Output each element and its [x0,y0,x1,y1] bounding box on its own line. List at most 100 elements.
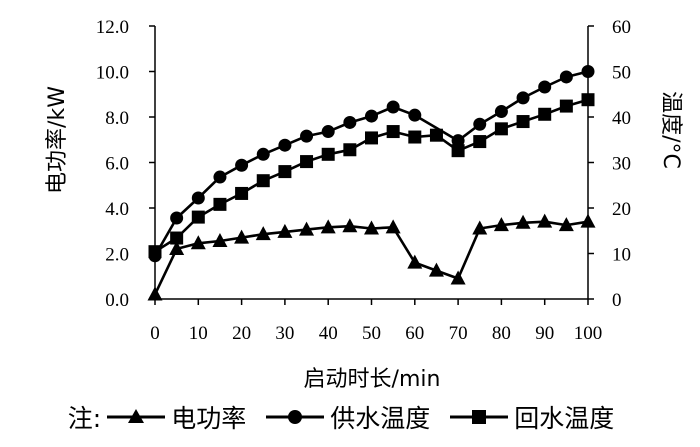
data-point-power [190,235,206,250]
data-point-supply-temp [365,109,378,123]
data-point-return-temp [256,174,270,188]
y-right-tick-label: 50 [612,63,631,84]
data-point-power [558,217,574,232]
data-point-power [234,229,250,244]
y-right-tick-label: 0 [612,290,622,311]
data-point-return-temp [494,122,508,136]
data-point-return-temp [581,93,595,107]
data-point-power [169,240,185,255]
data-point-supply-temp [256,147,270,161]
data-point-power [147,286,163,301]
y-left-tick-label: 4.0 [105,199,129,220]
data-point-return-temp [321,147,335,161]
legend-item-return-temp: 回水温度 [448,399,614,435]
x-tick-label: 10 [189,323,208,344]
data-point-supply-temp [278,138,292,152]
y-left-tick-label: 2.0 [105,245,129,266]
data-point-return-temp [473,135,487,149]
data-point-return-temp [300,155,314,169]
series-supply-temp [148,65,595,263]
data-point-return-temp [429,128,443,142]
data-point-power [537,213,553,228]
x-axis-title: 启动时长/min [304,367,441,392]
data-point-supply-temp [408,108,422,122]
y-left-tick-label: 8.0 [105,108,129,129]
data-point-power [342,218,358,233]
chart-legend: 注: 电功率 供水温度 回水温度 [0,395,700,439]
legend-label-return-temp: 回水温度 [514,404,615,433]
data-point-supply-temp [343,115,357,129]
data-point-power [515,214,531,229]
y-right-tick-label: 60 [612,17,631,38]
data-point-supply-temp [451,134,465,148]
series-power [147,213,596,301]
legend-item-supply-temp: 供水温度 [264,399,430,435]
data-point-return-temp [559,99,573,113]
data-point-supply-temp [581,65,595,78]
chart-canvas: 0.0 2.0 4.0 6.0 8.0 10.0 12.0 0 10 20 30 40 50 60 0 10 2… [45,17,683,392]
data-point-supply-temp [213,170,227,184]
series-return-temp [148,93,595,259]
data-point-power [364,220,379,235]
data-point-return-temp [235,186,249,200]
x-tick-label: 90 [535,323,554,344]
y-right-tick-label: 30 [612,154,631,175]
x-tick-label: 60 [405,323,424,344]
data-point-supply-temp [494,105,508,119]
y-left-tick-label: 0.0 [105,290,129,311]
data-point-return-temp [451,144,465,158]
data-point-return-temp [213,197,227,211]
data-point-power [472,220,488,235]
circle-marker-icon [266,410,325,424]
legend-item-power: 电功率 [105,399,246,435]
legend-label-supply-temp: 供水温度 [330,404,431,433]
data-point-power [407,254,423,269]
data-point-power [320,219,336,234]
x-tick-label: 50 [362,323,381,344]
data-point-supply-temp [516,91,530,105]
data-point-power [428,262,444,277]
data-point-supply-temp [473,117,487,131]
legend-label-power: 电功率 [171,404,247,433]
data-point-return-temp [170,231,184,245]
data-point-return-temp [278,165,292,179]
data-point-supply-temp [170,211,184,225]
y-right-tick-label: 20 [612,199,631,220]
y-left-axis-title: 电功率/kW [45,86,70,194]
data-point-supply-temp [235,158,249,172]
y-right-tick-label: 40 [612,108,631,129]
data-point-return-temp [343,143,357,157]
x-tick-label: 0 [150,323,160,344]
data-point-power [212,232,228,247]
x-tick-label: 70 [449,323,468,344]
chart-axes: 0.0 2.0 4.0 6.0 8.0 10.0 12.0 0 10 20 30 40 50 60 0 10 2… [96,17,631,344]
data-point-supply-temp [300,129,314,143]
y-left-tick-label: 10.0 [96,63,129,84]
data-point-supply-temp [191,191,205,205]
data-point-power [580,213,596,228]
x-tick-label: 80 [492,323,511,344]
data-point-power [255,226,271,241]
data-point-power [450,270,466,285]
data-point-supply-temp [559,70,573,84]
data-point-return-temp [386,125,400,139]
legend-prefix: 注: [67,404,102,433]
y-left-tick-label: 6.0 [105,154,129,175]
data-point-return-temp [408,130,422,144]
chart-series [147,65,596,301]
data-point-return-temp [365,131,378,145]
data-point-return-temp [191,210,205,224]
data-point-return-temp [148,245,162,259]
triangle-marker-icon [107,409,166,423]
data-point-supply-temp [321,125,335,139]
y-right-tick-label: 10 [612,245,631,266]
x-tick-label: 40 [319,323,338,344]
x-tick-label: 20 [232,323,251,344]
data-point-return-temp [516,115,530,129]
data-point-power [277,223,293,238]
data-point-supply-temp [538,80,552,94]
x-tick-label: 100 [574,323,603,344]
data-point-supply-temp [386,100,400,114]
data-point-return-temp [538,107,552,121]
data-point-power [299,221,315,236]
